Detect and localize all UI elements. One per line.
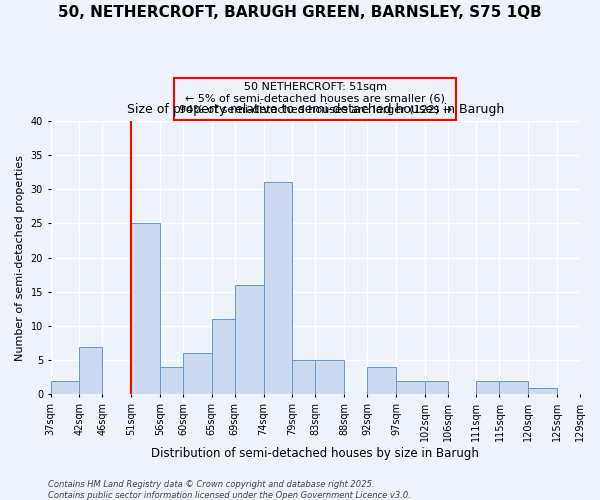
Bar (50, 381, 79, 394)
Bar (212, 319, 235, 394)
Bar (316, 360, 344, 394)
Bar (160, 367, 183, 394)
Bar (79, 346, 103, 395)
Bar (396, 381, 425, 394)
X-axis label: Distribution of semi-detached houses by size in Barugh: Distribution of semi-detached houses by … (151, 447, 479, 460)
Bar (263, 182, 292, 394)
Bar (367, 367, 396, 394)
Bar (292, 360, 316, 394)
Bar (425, 381, 448, 394)
Title: Size of property relative to semi-detached houses in Barugh: Size of property relative to semi-detach… (127, 102, 504, 116)
Bar (499, 381, 528, 394)
Text: 50 NETHERCROFT: 51sqm
← 5% of semi-detached houses are smaller (6)
94% of semi-d: 50 NETHERCROFT: 51sqm ← 5% of semi-detac… (179, 82, 452, 116)
Bar (476, 381, 499, 394)
Bar (235, 285, 263, 395)
Text: Contains HM Land Registry data © Crown copyright and database right 2025.
Contai: Contains HM Land Registry data © Crown c… (48, 480, 411, 500)
Y-axis label: Number of semi-detached properties: Number of semi-detached properties (15, 154, 25, 360)
Bar (131, 224, 160, 394)
Text: 50, NETHERCROFT, BARUGH GREEN, BARNSLEY, S75 1QB: 50, NETHERCROFT, BARUGH GREEN, BARNSLEY,… (58, 5, 542, 20)
Bar (183, 354, 212, 395)
Bar (528, 388, 557, 394)
